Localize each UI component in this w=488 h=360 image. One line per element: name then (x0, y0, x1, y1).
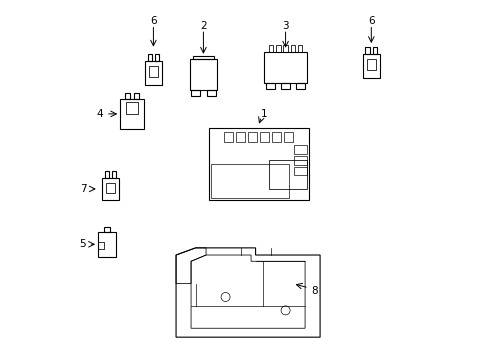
Text: 3: 3 (282, 21, 288, 31)
Text: 8: 8 (310, 286, 317, 296)
Text: 6: 6 (150, 16, 156, 26)
Text: 1: 1 (260, 109, 267, 119)
Text: 2: 2 (200, 21, 206, 31)
Text: 4: 4 (96, 109, 103, 119)
Text: 5: 5 (79, 239, 86, 249)
Text: 7: 7 (80, 184, 87, 194)
Text: 6: 6 (367, 16, 374, 26)
